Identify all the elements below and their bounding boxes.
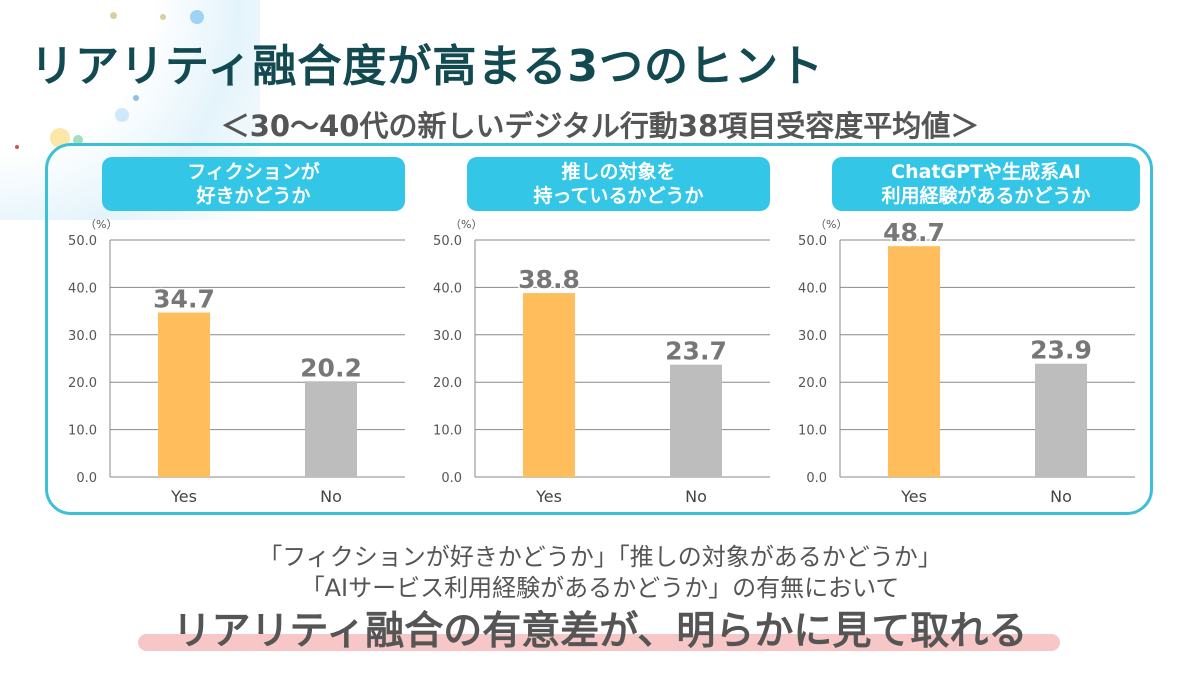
y-tick-label: 40.0 — [433, 281, 462, 296]
chart-2-title-line-2: 持っているかどうか — [533, 185, 704, 207]
page-subtitle: ＜30～40代の新しいデジタル行動38項目受容度平均値＞ — [220, 109, 980, 143]
decorative-dot — [190, 10, 204, 24]
data-label: 48.7 — [883, 218, 945, 247]
y-tick-label: 20.0 — [433, 376, 462, 391]
y-tick-label: 20.0 — [798, 376, 827, 391]
x-tick-label: Yes — [170, 487, 197, 506]
y-tick-label: 0.0 — [441, 471, 462, 486]
y-axis-unit: （%） — [815, 218, 847, 231]
data-label: 34.7 — [153, 285, 215, 314]
chart-fiction: （%） 0.0 10.0 20.0 30.0 40.0 50.0 34.7 Yes 20.2 No — [68, 218, 405, 506]
decorative-dot — [73, 135, 83, 145]
x-tick-label: No — [320, 487, 342, 506]
x-tick-label: No — [1050, 487, 1072, 506]
x-tick-label: No — [685, 487, 707, 506]
footer-line-2: 「AIサービス利用経験があるかどうか」の有無において — [300, 574, 900, 602]
y-axis-unit: （%） — [85, 218, 117, 231]
chart-ai: （%） 0.0 10.0 20.0 30.0 40.0 50.0 48.7 Yes 23.9 No — [798, 217, 1135, 506]
decorative-dot — [133, 95, 139, 101]
bar-no — [1035, 363, 1087, 477]
chart-oshi: （%） 0.0 10.0 20.0 30.0 40.0 50.0 38.8 Yes 23.7 No — [433, 218, 770, 506]
y-tick-label: 30.0 — [68, 329, 97, 344]
decorative-dot — [15, 145, 19, 149]
y-tick-label: 30.0 — [798, 329, 827, 344]
footer-line-1: 「フィクションが好きかどうか」「推しの対象があるかどうか」 — [258, 543, 942, 571]
chart-1-title-line-1: フィクションが — [187, 161, 320, 183]
conclusion-text: リアリティ融合の有意差が、明らかに見て取れる — [172, 609, 1028, 654]
y-tick-label: 40.0 — [798, 281, 827, 296]
y-tick-label: 10.0 — [433, 424, 462, 439]
decorative-dot — [160, 14, 166, 20]
y-tick-label: 40.0 — [68, 281, 97, 296]
y-tick-label: 50.0 — [798, 234, 827, 249]
chart-3-title-line-2: 利用経験があるかどうか — [881, 185, 1091, 207]
chart-3-title: ChatGPTや生成系AI 利用経験があるかどうか — [832, 157, 1140, 211]
y-tick-label: 0.0 — [806, 471, 827, 486]
conclusion-highlight — [138, 634, 1060, 651]
chart-1-title-line-2: 好きかどうか — [196, 185, 311, 207]
y-tick-label: 50.0 — [433, 234, 462, 249]
page-title: リアリティ融合度が高まる3つのヒント — [30, 41, 824, 92]
y-tick-label: 20.0 — [68, 376, 97, 391]
y-axis-unit: （%） — [450, 218, 482, 231]
chart-2-title-line-1: 推しの対象を — [561, 161, 676, 183]
bar-no — [670, 364, 722, 477]
y-tick-label: 10.0 — [68, 424, 97, 439]
data-label: 38.8 — [518, 265, 580, 294]
x-tick-label: Yes — [900, 487, 927, 506]
bar-yes — [523, 293, 575, 477]
bar-yes — [888, 246, 940, 477]
bar-yes — [158, 312, 210, 477]
y-tick-label: 0.0 — [76, 471, 97, 486]
bar-no — [305, 381, 357, 477]
chart-2-title: 推しの対象を 持っているかどうか — [467, 157, 770, 211]
chart-1-title: フィクションが 好きかどうか — [102, 157, 405, 211]
charts-frame — [45, 143, 1153, 515]
data-label: 23.7 — [665, 337, 727, 366]
data-label: 23.9 — [1030, 336, 1092, 365]
y-tick-label: 10.0 — [798, 424, 827, 439]
x-tick-label: Yes — [535, 487, 562, 506]
decorative-dot — [110, 12, 117, 19]
decorative-dot — [115, 108, 129, 122]
y-tick-label: 50.0 — [68, 234, 97, 249]
chart-3-title-line-1: ChatGPTや生成系AI — [891, 161, 1081, 183]
y-tick-label: 30.0 — [433, 329, 462, 344]
data-label: 20.2 — [300, 353, 362, 382]
